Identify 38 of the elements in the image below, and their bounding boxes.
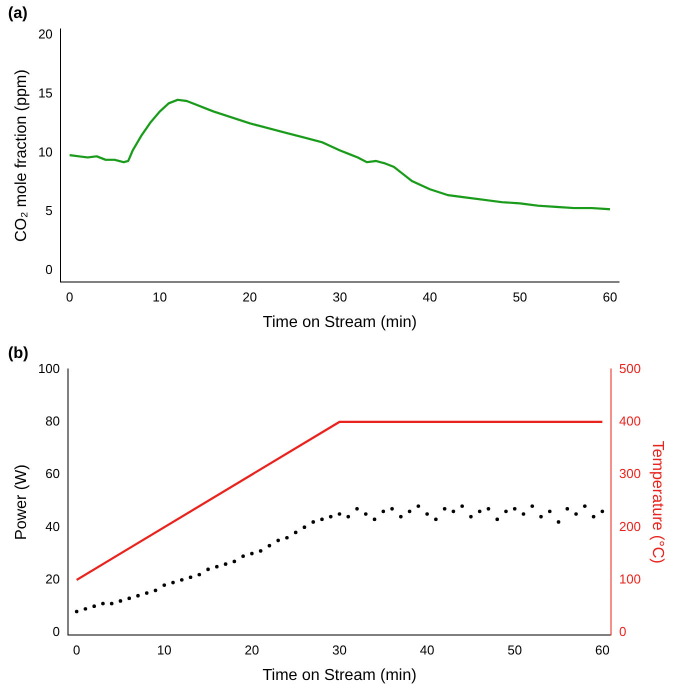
x-tick-label: 0 <box>73 642 80 658</box>
x-tick-label: 50 <box>508 642 522 658</box>
y-tick-label: 15 <box>38 86 53 100</box>
chart-title: (a) <box>8 5 28 22</box>
x-tick-label: 30 <box>332 290 348 305</box>
y2-tick-label: 300 <box>619 466 641 482</box>
y2-tick-label: 200 <box>619 518 641 534</box>
x-axis-title: Time on Stream (min) <box>262 314 417 331</box>
x-tick-label: 40 <box>420 642 434 658</box>
x-tick-label: 40 <box>422 290 438 305</box>
y-axis-title: Power (W) <box>13 464 30 540</box>
x-tick-label: 30 <box>332 642 347 658</box>
x-tick-label: 20 <box>244 642 260 658</box>
x-tick-label: 10 <box>152 290 167 305</box>
x-tick-label: 60 <box>602 290 618 305</box>
y-tick-label: 0 <box>52 624 60 640</box>
y2-tick-label: 100 <box>619 571 641 586</box>
x-axis-title: Time on Stream (min) <box>262 666 417 684</box>
x-tick-label: 0 <box>66 290 74 305</box>
x-tick-label: 60 <box>595 642 610 658</box>
y-tick-label: 80 <box>45 413 60 428</box>
y2-axis-title: Temperature (°C) <box>648 440 666 564</box>
y-tick-label: 10 <box>38 144 53 160</box>
y-tick-label: 0 <box>45 262 53 278</box>
y-axis-title: CO₂ mole fraction (ppm) <box>13 69 30 242</box>
y-tick-label: 60 <box>45 466 60 482</box>
y-tick-label: 5 <box>45 203 53 218</box>
y-tick-label: 20 <box>45 571 60 586</box>
chart-title: (b) <box>8 345 28 362</box>
x-tick-label: 50 <box>512 290 528 305</box>
y2-tick-label: 400 <box>619 413 641 428</box>
y-tick-label: 100 <box>38 360 60 376</box>
y-tick-label: 40 <box>45 518 60 534</box>
x-tick-label: 20 <box>242 290 258 305</box>
y-tick-label: 20 <box>38 26 53 42</box>
x-tick-label: 10 <box>157 642 172 658</box>
y2-tick-label: 0 <box>619 624 626 640</box>
y2-tick-label: 500 <box>619 360 641 376</box>
